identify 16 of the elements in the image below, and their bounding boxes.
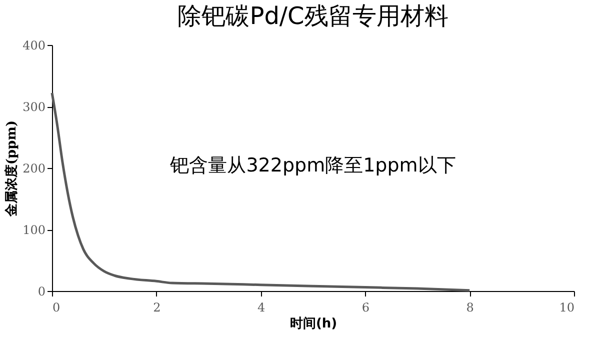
x-tick-label: 4: [257, 300, 266, 314]
chart-title: 除钯碳Pd/C残留专用材料: [178, 2, 448, 30]
y-tick-label: 200: [22, 162, 46, 176]
y-tick-label: 100: [22, 223, 46, 237]
line-series: [50, 92, 471, 292]
x-axis-title: 时间(h): [290, 316, 338, 332]
x-tick-label: 2: [153, 300, 161, 314]
y-tick-label: 0: [38, 284, 46, 298]
x-tick-label: 8: [466, 300, 474, 314]
x-tick-label: 10: [559, 300, 574, 314]
y-tick-label: 300: [22, 100, 46, 114]
x-tick-label: 0: [52, 300, 60, 314]
y-axis-title: 金属浓度(ppm): [4, 120, 20, 218]
y-tick-label: 400: [22, 38, 46, 52]
annotation: 钯含量从322ppm降至1ppm以下: [169, 154, 456, 177]
x-tick-label: 6: [362, 300, 370, 314]
